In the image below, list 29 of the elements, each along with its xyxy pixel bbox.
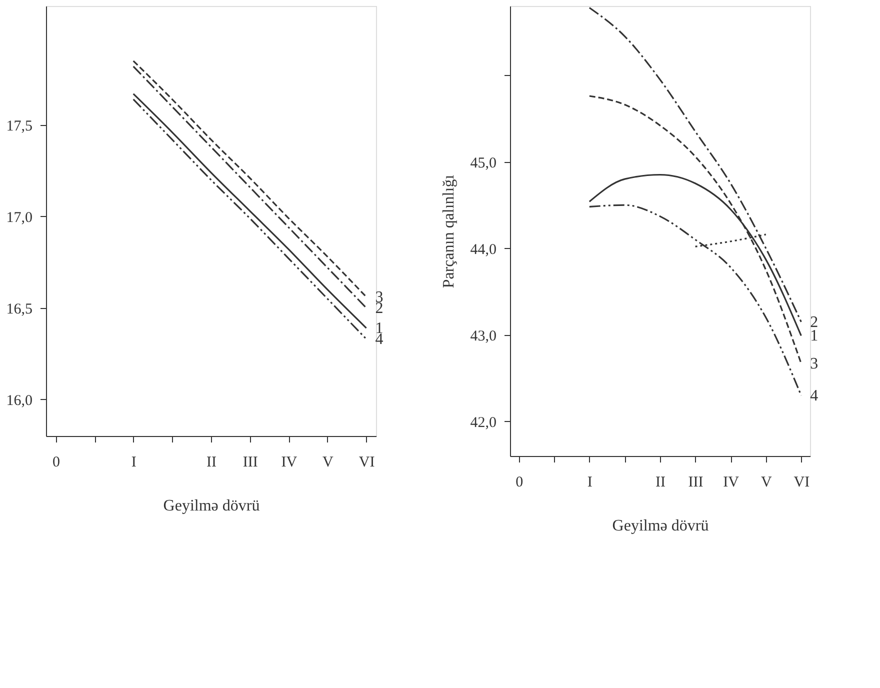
- x-tick-label: VI: [358, 454, 375, 470]
- x-tick-label: III: [242, 454, 258, 470]
- x-axis-title: Geyilmə dövrü: [612, 518, 709, 534]
- y-tick-label: 43,0: [470, 328, 496, 344]
- x-tick-label: VI: [794, 474, 810, 490]
- y-tick-label: 16,5: [6, 301, 32, 318]
- x-tick-label: IV: [723, 474, 740, 490]
- x-tick-label: III: [688, 474, 704, 490]
- x-tick-label: 0: [52, 454, 60, 470]
- y-tick-label: 17,5: [6, 118, 32, 134]
- series-label: 3: [810, 355, 818, 372]
- y-tick-label: 16,0: [6, 392, 32, 409]
- x-tick-label: V: [322, 454, 334, 470]
- x-tick-label: V: [760, 474, 772, 490]
- series-label: 4: [810, 387, 818, 404]
- y-axis-title: Parçanın qalınlığı: [440, 174, 458, 288]
- x-tick-label: II: [206, 454, 216, 470]
- x-tick-label: IV: [281, 454, 298, 470]
- x-axis-title: Geyilmə dövrü: [163, 498, 260, 514]
- x-tick-label: 0: [516, 474, 524, 490]
- y-tick-label: 45,0: [470, 155, 496, 172]
- x-tick-label: II: [656, 474, 666, 490]
- x-tick-label: I: [587, 474, 592, 490]
- y-tick-label: 44,0: [470, 242, 496, 258]
- line-series: [588, 95, 802, 364]
- line-series: [588, 6, 802, 323]
- y-tick-label: 17,0: [6, 210, 32, 226]
- x-tick-label: I: [131, 454, 136, 470]
- y-tick-label: 42,0: [470, 414, 496, 431]
